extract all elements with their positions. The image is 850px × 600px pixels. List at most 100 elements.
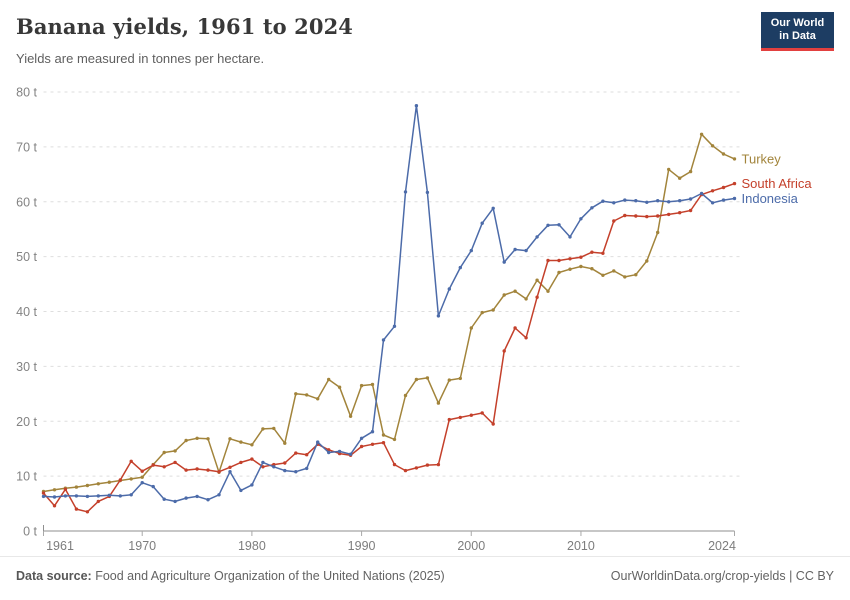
data-point [173,460,177,465]
owid-logo[interactable]: Our World in Data [761,12,834,51]
data-point [579,255,583,259]
y-tick-label-40: 40 t [16,305,37,319]
data-point [623,213,627,218]
data-point [732,181,737,186]
data-point [732,157,737,161]
data-point [272,465,276,469]
series-line-turkey [42,133,736,493]
data-point [63,494,68,498]
data-point [206,437,210,441]
data-point [63,487,68,491]
data-point [699,191,704,196]
data-point [316,440,320,444]
data-point [458,265,462,270]
owid-logo-line2: in Data [779,30,816,42]
data-point [184,496,188,500]
data-point [414,466,419,470]
data-point [678,176,682,180]
y-tick-label-50: 50 t [16,250,37,264]
chart-subtitle: Yields are measured in tonnes per hectar… [16,51,265,66]
data-point [425,190,430,195]
y-tick-label-20: 20 t [16,415,37,429]
data-point [634,273,638,277]
data-point [107,493,112,497]
data-point [634,199,638,203]
x-tick-label-2024: 2024 [708,539,736,553]
data-point [667,167,671,172]
data-point [447,378,451,382]
data-point [381,441,386,445]
legend-label-indonesia[interactable]: Indonesia [742,191,799,206]
data-point [524,336,528,340]
data-point [370,430,375,434]
data-point [129,477,133,481]
series-points-south-africa [41,181,737,514]
data-point [96,494,101,498]
data-point [568,235,572,239]
owid-logo-line1: Our World [770,17,825,29]
data-point [678,199,682,203]
data-point [721,198,726,202]
data-point [392,462,397,467]
data-point [524,297,528,301]
page-title: Banana yields, 1961 to 2024 [16,14,353,39]
x-tick-label-2010: 2010 [567,539,595,553]
legend-label-south-africa[interactable]: South Africa [742,176,813,191]
data-point [447,417,451,422]
data-point [359,436,364,440]
data-point [239,460,243,465]
data-point [425,463,430,467]
data-point [85,494,90,499]
data-point [129,459,133,463]
data-point [392,324,397,328]
data-point [491,422,495,426]
data-point [645,259,649,263]
data-point [557,258,561,263]
data-point [469,326,473,330]
legend-label-turkey[interactable]: Turkey [742,151,782,166]
data-point [118,494,123,498]
data-point [524,248,528,253]
data-point [261,460,265,465]
data-point [656,230,660,235]
owid-url-license-link[interactable]: OurWorldinData.org/crop-yields | CC BY [610,569,834,583]
data-point [294,392,298,396]
data-point [96,499,101,504]
x-tick-label-1961: 1961 [46,539,74,553]
data-point [513,326,517,330]
data-point [590,206,594,210]
data-point [688,208,693,213]
data-point [184,468,188,472]
data-point [612,219,616,223]
x-tick-label-2000: 2000 [457,539,485,553]
data-point [568,257,572,261]
data-point [316,397,320,401]
y-tick-label-80: 80 t [16,86,37,100]
data-point [294,470,298,474]
data-point [140,481,144,485]
data-point [699,132,704,136]
data-point [491,206,495,210]
data-point [250,443,254,447]
data-point [710,144,715,148]
data-point [568,267,572,271]
data-point [502,260,506,264]
data-point [359,383,364,388]
data-point [491,308,495,312]
y-tick-label-30: 30 t [16,360,37,374]
data-point [151,484,155,489]
chart-footer: Data source: Food and Agriculture Organi… [0,556,850,600]
data-point [305,466,309,471]
data-point [381,338,386,342]
data-point [623,198,627,202]
data-point [74,485,79,489]
data-point [107,480,112,484]
x-tick-label-1970: 1970 [128,539,156,553]
data-point [513,247,517,252]
data-point [480,411,484,415]
data-point [590,267,594,271]
data-point [601,273,605,277]
data-point [239,488,243,493]
data-point [337,449,342,454]
data-point [732,196,737,201]
